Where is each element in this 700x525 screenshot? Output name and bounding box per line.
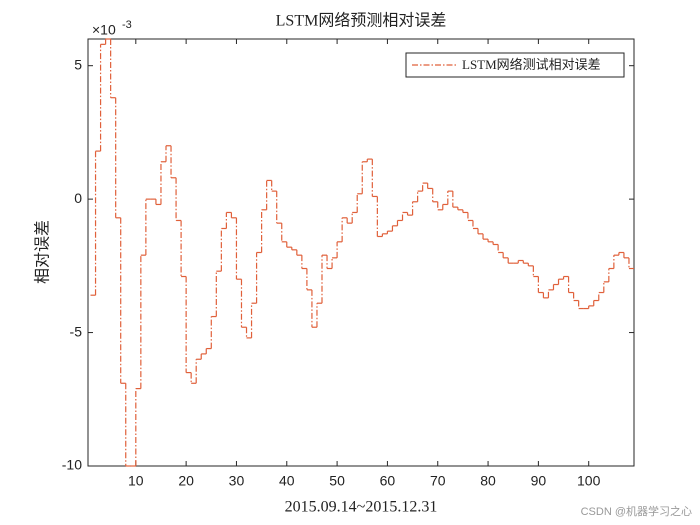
x-tick-label: 30 — [229, 473, 245, 489]
x-tick-label: 20 — [178, 473, 194, 489]
x-tick-label: 50 — [329, 473, 345, 489]
x-tick-label: 70 — [430, 473, 446, 489]
y-tick-label: 5 — [74, 56, 82, 72]
chart-title: LSTM网络预测相对误差 — [276, 11, 447, 30]
axis-exponent-power: -3 — [122, 19, 132, 31]
axis-exponent-base: ×10 — [92, 22, 116, 38]
x-tick-label: 100 — [577, 473, 601, 489]
x-tick-label: 80 — [480, 473, 496, 489]
x-axis-label: 2015.09.14~2015.12.31 — [285, 499, 438, 516]
x-tick-label: 10 — [128, 473, 144, 489]
plot-area — [87, 38, 635, 467]
y-axis-label: 相对误差 — [34, 220, 52, 284]
x-tick-label: 40 — [279, 473, 295, 489]
y-tick-label: -10 — [62, 457, 82, 473]
x-tick-label: 60 — [380, 473, 396, 489]
watermark: CSDN @机器学习之心 — [581, 504, 692, 518]
legend-label: LSTM网络测试相对误差 — [462, 57, 601, 72]
y-tick-label: -5 — [70, 323, 83, 339]
x-tick-label: 90 — [531, 473, 547, 489]
legend-box — [405, 52, 625, 78]
y-tick-label: 0 — [74, 190, 82, 206]
